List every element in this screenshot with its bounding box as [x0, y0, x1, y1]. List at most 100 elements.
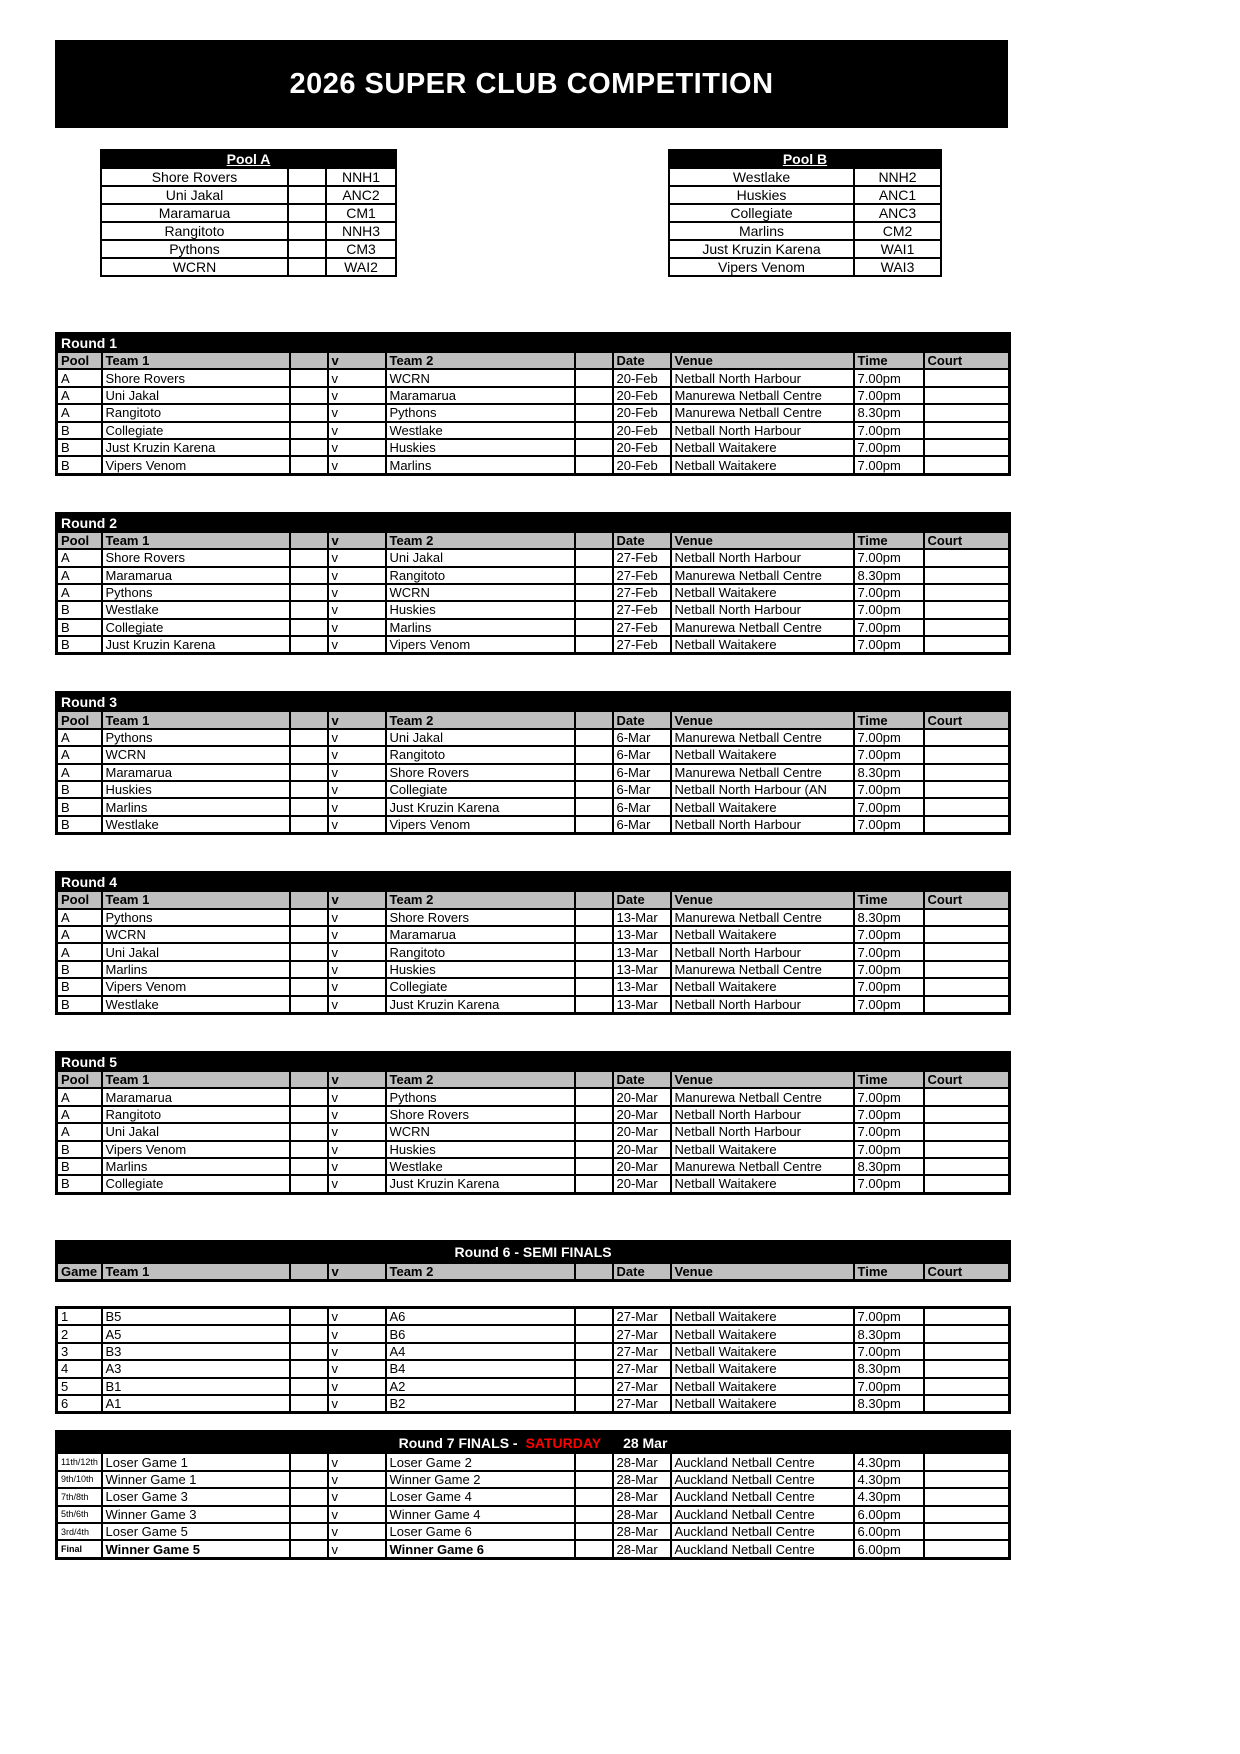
game-row: A Rangitoto v Shore Rovers 20-Mar Netball Nor… [55, 1104, 1011, 1125]
team2-cell: Maramarua [384, 385, 576, 406]
pool-team-name: WCRN [100, 257, 289, 277]
date-cell: 20-Mar [611, 1122, 672, 1142]
spacer-cell [288, 1359, 329, 1379]
col-header-team1: Team 1 [100, 1069, 291, 1090]
game-cell: 1 [55, 1306, 103, 1327]
game-row: A WCRN v Rangitoto 6-Mar Netball Waitakere 7.0… [55, 745, 1011, 765]
round-table: Round 5 Pool Team 1 v Team 2 Date Venue Time Cou… [55, 1050, 1011, 1195]
pool-cell: B [55, 977, 103, 997]
team1-cell: Pythons [100, 582, 291, 603]
time-cell: 7.00pm [852, 780, 925, 800]
team1-cell: Just Kruzin Karena [100, 437, 291, 458]
team2-cell: Rangitoto [384, 565, 576, 585]
pool-team-code: CM2 [853, 221, 942, 241]
vs-cell: v [326, 1104, 387, 1125]
venue-cell: Auckland Netball Centre [669, 1487, 855, 1507]
vs-cell: v [326, 1156, 387, 1177]
date-cell: 6-Mar [611, 797, 672, 817]
vs-cell: v [326, 582, 387, 603]
time-cell: 7.00pm [852, 977, 925, 997]
time-cell: 7.00pm [852, 1376, 925, 1397]
round-title: Round 5 [55, 1051, 1011, 1072]
pool-team-name: Uni Jakal [100, 185, 289, 205]
venue-cell: Manurewa Netball Centre [669, 727, 855, 748]
pool-cell: A [55, 1122, 103, 1142]
finals-table: Round 7 FINALS - SATURDAY 28 Mar 11th/12th L… [55, 1430, 1012, 1560]
team2-cell: Shore Rovers [384, 907, 576, 928]
court-cell [922, 635, 1011, 655]
game-row: 5 B1 v A2 27-Mar Netball Waitakere 7.00pm [55, 1376, 1011, 1397]
col-header-vs: v [326, 890, 387, 910]
vs-cell: v [326, 1394, 387, 1414]
col-header-date: Date [611, 530, 672, 551]
saturday-highlight: SATURDAY [525, 1434, 602, 1451]
spacer-cell [288, 1139, 329, 1159]
vs-cell: v [326, 745, 387, 765]
game-row: B Collegiate v Marlins 27-Feb Manurewa Netbal… [55, 617, 1011, 638]
time-cell: 7.00pm [852, 797, 925, 817]
team2-cell: B2 [384, 1394, 576, 1414]
game-row: A Uni Jakal v Maramarua 20-Feb Manurewa Netba… [55, 385, 1011, 406]
spacer-cell [573, 385, 614, 406]
spacer-cell [573, 1069, 614, 1090]
pool-cell: B [55, 635, 103, 655]
venue-cell: Netball Waitakere [669, 1139, 855, 1159]
game-row: 5th/6th Winner Game 3 v Winner Game 4 28-Mar… [55, 1504, 1011, 1524]
venue-cell: Netball North Harbour [669, 814, 855, 835]
pool-cell: B [55, 1156, 103, 1177]
spacer-cell [573, 1504, 614, 1524]
game-row: B Vipers Venom v Collegiate 13-Mar Netball Wa… [55, 977, 1011, 997]
spacer-cell [288, 565, 329, 585]
team2-cell: Collegiate [384, 977, 576, 997]
column-header-row: Pool Team 1 v Team 2 Date Venue Time Court [55, 890, 1011, 910]
col-header-pool: Pool [55, 710, 103, 730]
venue-cell: Netball Waitakere [669, 437, 855, 458]
venue-cell: Netball Waitakere [669, 1324, 855, 1344]
time-cell: 7.00pm [852, 635, 925, 655]
date-cell: 6-Mar [611, 814, 672, 835]
pool-cell: A [55, 727, 103, 748]
date-cell: 13-Mar [611, 907, 672, 928]
spacer-cell [288, 762, 329, 783]
team2-cell: Westlake [384, 420, 576, 440]
team2-cell: Collegiate [384, 780, 576, 800]
col-header-court: Court [922, 1261, 1011, 1282]
court-cell [922, 1394, 1011, 1414]
spacer-cell [573, 762, 614, 783]
date-cell: 13-Mar [611, 977, 672, 997]
pool-cell: A [55, 924, 103, 945]
venue-cell: Netball Waitakere [669, 1394, 855, 1414]
pool-cell: B [55, 617, 103, 638]
game-row: A Pythons v Uni Jakal 6-Mar Manurewa Netball … [55, 727, 1011, 748]
col-header-vs: v [326, 1069, 387, 1090]
venue-cell: Netball Waitakere [669, 1376, 855, 1397]
court-cell [922, 1452, 1011, 1472]
round-title-row: Round 3 [55, 691, 1011, 713]
game-row: B Vipers Venom v Huskies 20-Mar Netball Waita… [55, 1139, 1011, 1159]
pool-team-name: Just Kruzin Karena [668, 239, 855, 259]
round-table: Round 4 Pool Team 1 v Team 2 Date Venue Time Cou… [55, 871, 1011, 1015]
team1-cell: Westlake [100, 600, 291, 620]
team2-cell: Huskies [384, 437, 576, 458]
date-cell: 13-Mar [611, 959, 672, 980]
label-cell: Final [55, 1539, 103, 1560]
team1-cell: Maramarua [100, 565, 291, 585]
venue-cell: Netball North Harbour [669, 368, 855, 388]
game-row: A Shore Rovers v Uni Jakal 27-Feb Netball Nor… [55, 548, 1011, 568]
pool-team-name: Pythons [100, 239, 289, 259]
spacer-cell [573, 403, 614, 423]
team2-cell: B6 [384, 1324, 576, 1344]
venue-cell: Netball Waitakere [669, 977, 855, 997]
venue-cell: Netball Waitakere [669, 635, 855, 655]
vs-cell: v [326, 617, 387, 638]
col-header-court: Court [922, 350, 1011, 371]
game-row: 1 B5 v A6 27-Mar Netball Waitakere 7.00pm [55, 1306, 1011, 1327]
vs-cell: v [326, 1376, 387, 1397]
pool-cell: B [55, 780, 103, 800]
semifinals-gap [55, 1282, 1008, 1306]
team2-cell: Shore Rovers [384, 762, 576, 783]
pool-team-code: WAI2 [324, 257, 398, 277]
venue-cell: Netball Waitakere [669, 455, 855, 476]
round-title: Round 4 [55, 871, 1011, 893]
time-cell: 7.00pm [852, 455, 925, 476]
